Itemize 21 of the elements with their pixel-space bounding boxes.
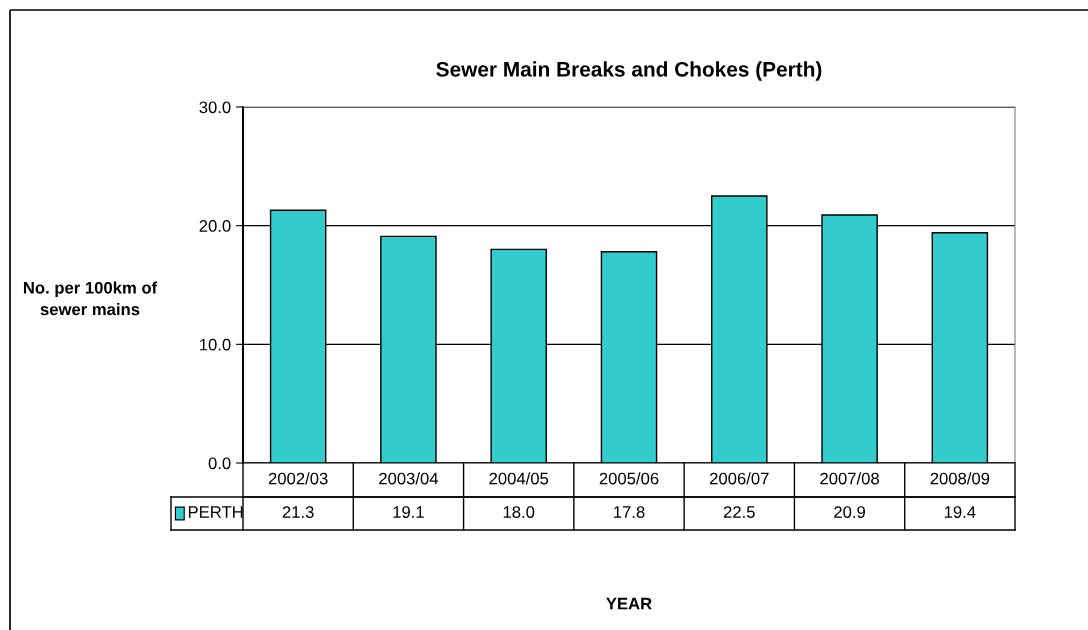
data-label: 21.3 (282, 506, 314, 518)
data-label: 20.9 (834, 506, 865, 518)
y-tick-label: 10.0 (200, 338, 231, 351)
x-tick-label: 2006/07 (710, 472, 769, 485)
data-label: 18.0 (503, 506, 535, 518)
y-tick-label: 0.0 (208, 457, 231, 470)
x-tick-label: 2005/06 (599, 472, 659, 485)
y-tick-label: 30.0 (199, 101, 231, 114)
x-tick-label: 2002/03 (268, 472, 328, 485)
y-axis-title: No. per 100km of sewer mains (23, 281, 158, 316)
data-label: 19.1 (393, 506, 424, 518)
data-label: 22.5 (723, 506, 755, 518)
data-label: 19.4 (944, 506, 976, 518)
data-label: 17.8 (614, 506, 645, 518)
x-tick-label: 2008/09 (930, 472, 990, 485)
x-tick-label: 2003/04 (379, 472, 439, 485)
y-tick-label: 20.0 (199, 220, 231, 232)
x-tick-label: 2004/05 (489, 472, 549, 485)
chart-title: Sewer Main Breaks and Chokes (Perth) (436, 61, 822, 81)
text: YEAR (606, 597, 652, 610)
x-tick-label: 2007/08 (820, 472, 879, 485)
